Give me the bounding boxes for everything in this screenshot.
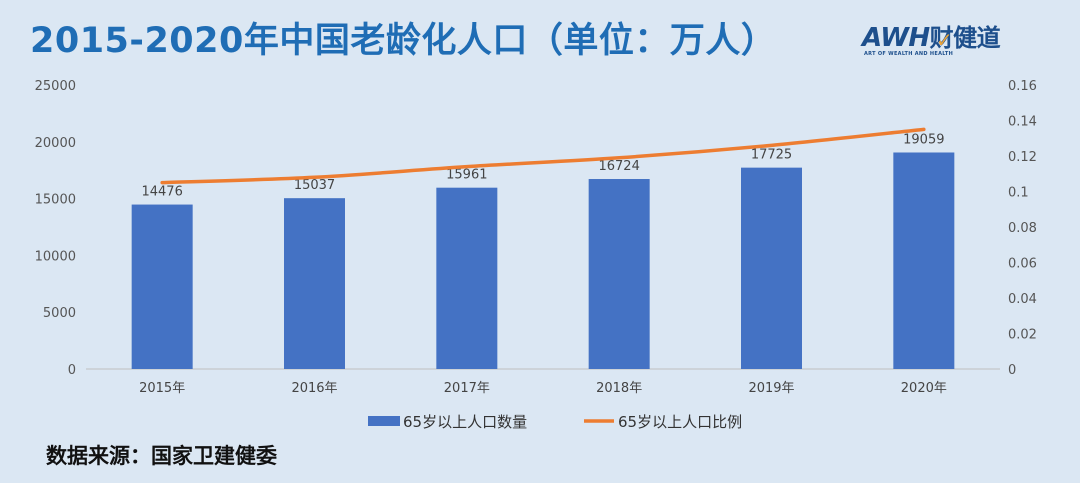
bar-data-label: 16724 <box>598 159 639 174</box>
left-axis-ticks: 0 5000 10000 15000 20000 25000 <box>35 79 76 378</box>
right-axis-tick-label: 0.02 <box>1008 328 1037 343</box>
bar <box>741 167 802 369</box>
x-axis-tick-label: 2015年 <box>139 381 185 396</box>
checkmark-icon: ✓ <box>936 28 953 52</box>
right-axis-ticks: 0 0.02 0.04 0.06 0.08 0.1 0.12 0.14 0.16 <box>1008 79 1037 378</box>
legend-line-label: 65岁以上人口比例 <box>618 413 742 431</box>
logo-subtitle: ART OF WEALTH AND HEALTH <box>864 51 954 57</box>
bar-data-label: 17725 <box>751 148 792 163</box>
right-axis-tick-label: 0.06 <box>1008 257 1037 272</box>
left-axis-tick-label: 25000 <box>35 79 76 94</box>
logo-main-text: AWH <box>862 23 930 53</box>
right-axis-tick-label: 0.04 <box>1008 292 1037 307</box>
legend-bar-swatch <box>368 416 400 426</box>
right-axis-tick-label: 0.16 <box>1008 79 1037 94</box>
x-axis-tick-label: 2019年 <box>748 381 794 396</box>
left-axis-tick-label: 15000 <box>35 193 76 208</box>
left-axis-tick-label: 20000 <box>35 136 76 151</box>
right-axis-tick-label: 0.1 <box>1008 186 1029 201</box>
data-source: 数据来源：国家卫建健委 <box>46 444 277 468</box>
bar <box>436 187 498 369</box>
bar <box>284 198 345 369</box>
left-axis-tick-label: 10000 <box>35 249 76 264</box>
bar-data-label: 15037 <box>294 178 335 193</box>
x-axis-tick-label: 2017年 <box>444 381 490 396</box>
x-axis-tick-label: 2018年 <box>596 381 642 396</box>
bar-data-label: 15961 <box>446 168 487 183</box>
bar-data-labels: 14476 15037 15961 16724 17725 19059 <box>141 132 944 199</box>
logo-cn-text: 财健道 <box>929 24 1001 52</box>
right-axis-tick-label: 0.08 <box>1008 221 1037 236</box>
left-axis-tick-label: 5000 <box>43 306 76 321</box>
legend-bar-label: 65岁以上人口数量 <box>403 413 527 431</box>
x-axis-tick-label: 2016年 <box>291 381 337 396</box>
awh-logo: AWH财健道 ✓ ART OF WEALTH AND HEALTH <box>862 18 1047 62</box>
x-axis-labels: 2015年 2016年 2017年 2018年 2019年 2020年 <box>139 381 947 396</box>
left-axis-tick-label: 0 <box>68 363 76 378</box>
right-axis-tick-label: 0.14 <box>1008 115 1037 130</box>
legend: 65岁以上人口数量 65岁以上人口比例 <box>368 413 742 431</box>
bar-data-label: 14476 <box>141 185 182 200</box>
right-axis-tick-label: 0 <box>1008 363 1016 378</box>
bar-series <box>131 152 955 369</box>
bar <box>893 152 955 369</box>
chart-title: 2015-2020年中国老龄化人口（单位：万人） <box>30 21 777 61</box>
bar-data-label: 19059 <box>903 132 944 147</box>
x-axis-tick-label: 2020年 <box>901 381 947 396</box>
ratio-line <box>160 127 926 185</box>
right-axis-tick-label: 0.12 <box>1008 150 1037 165</box>
bar <box>588 179 650 369</box>
bar <box>131 204 193 369</box>
